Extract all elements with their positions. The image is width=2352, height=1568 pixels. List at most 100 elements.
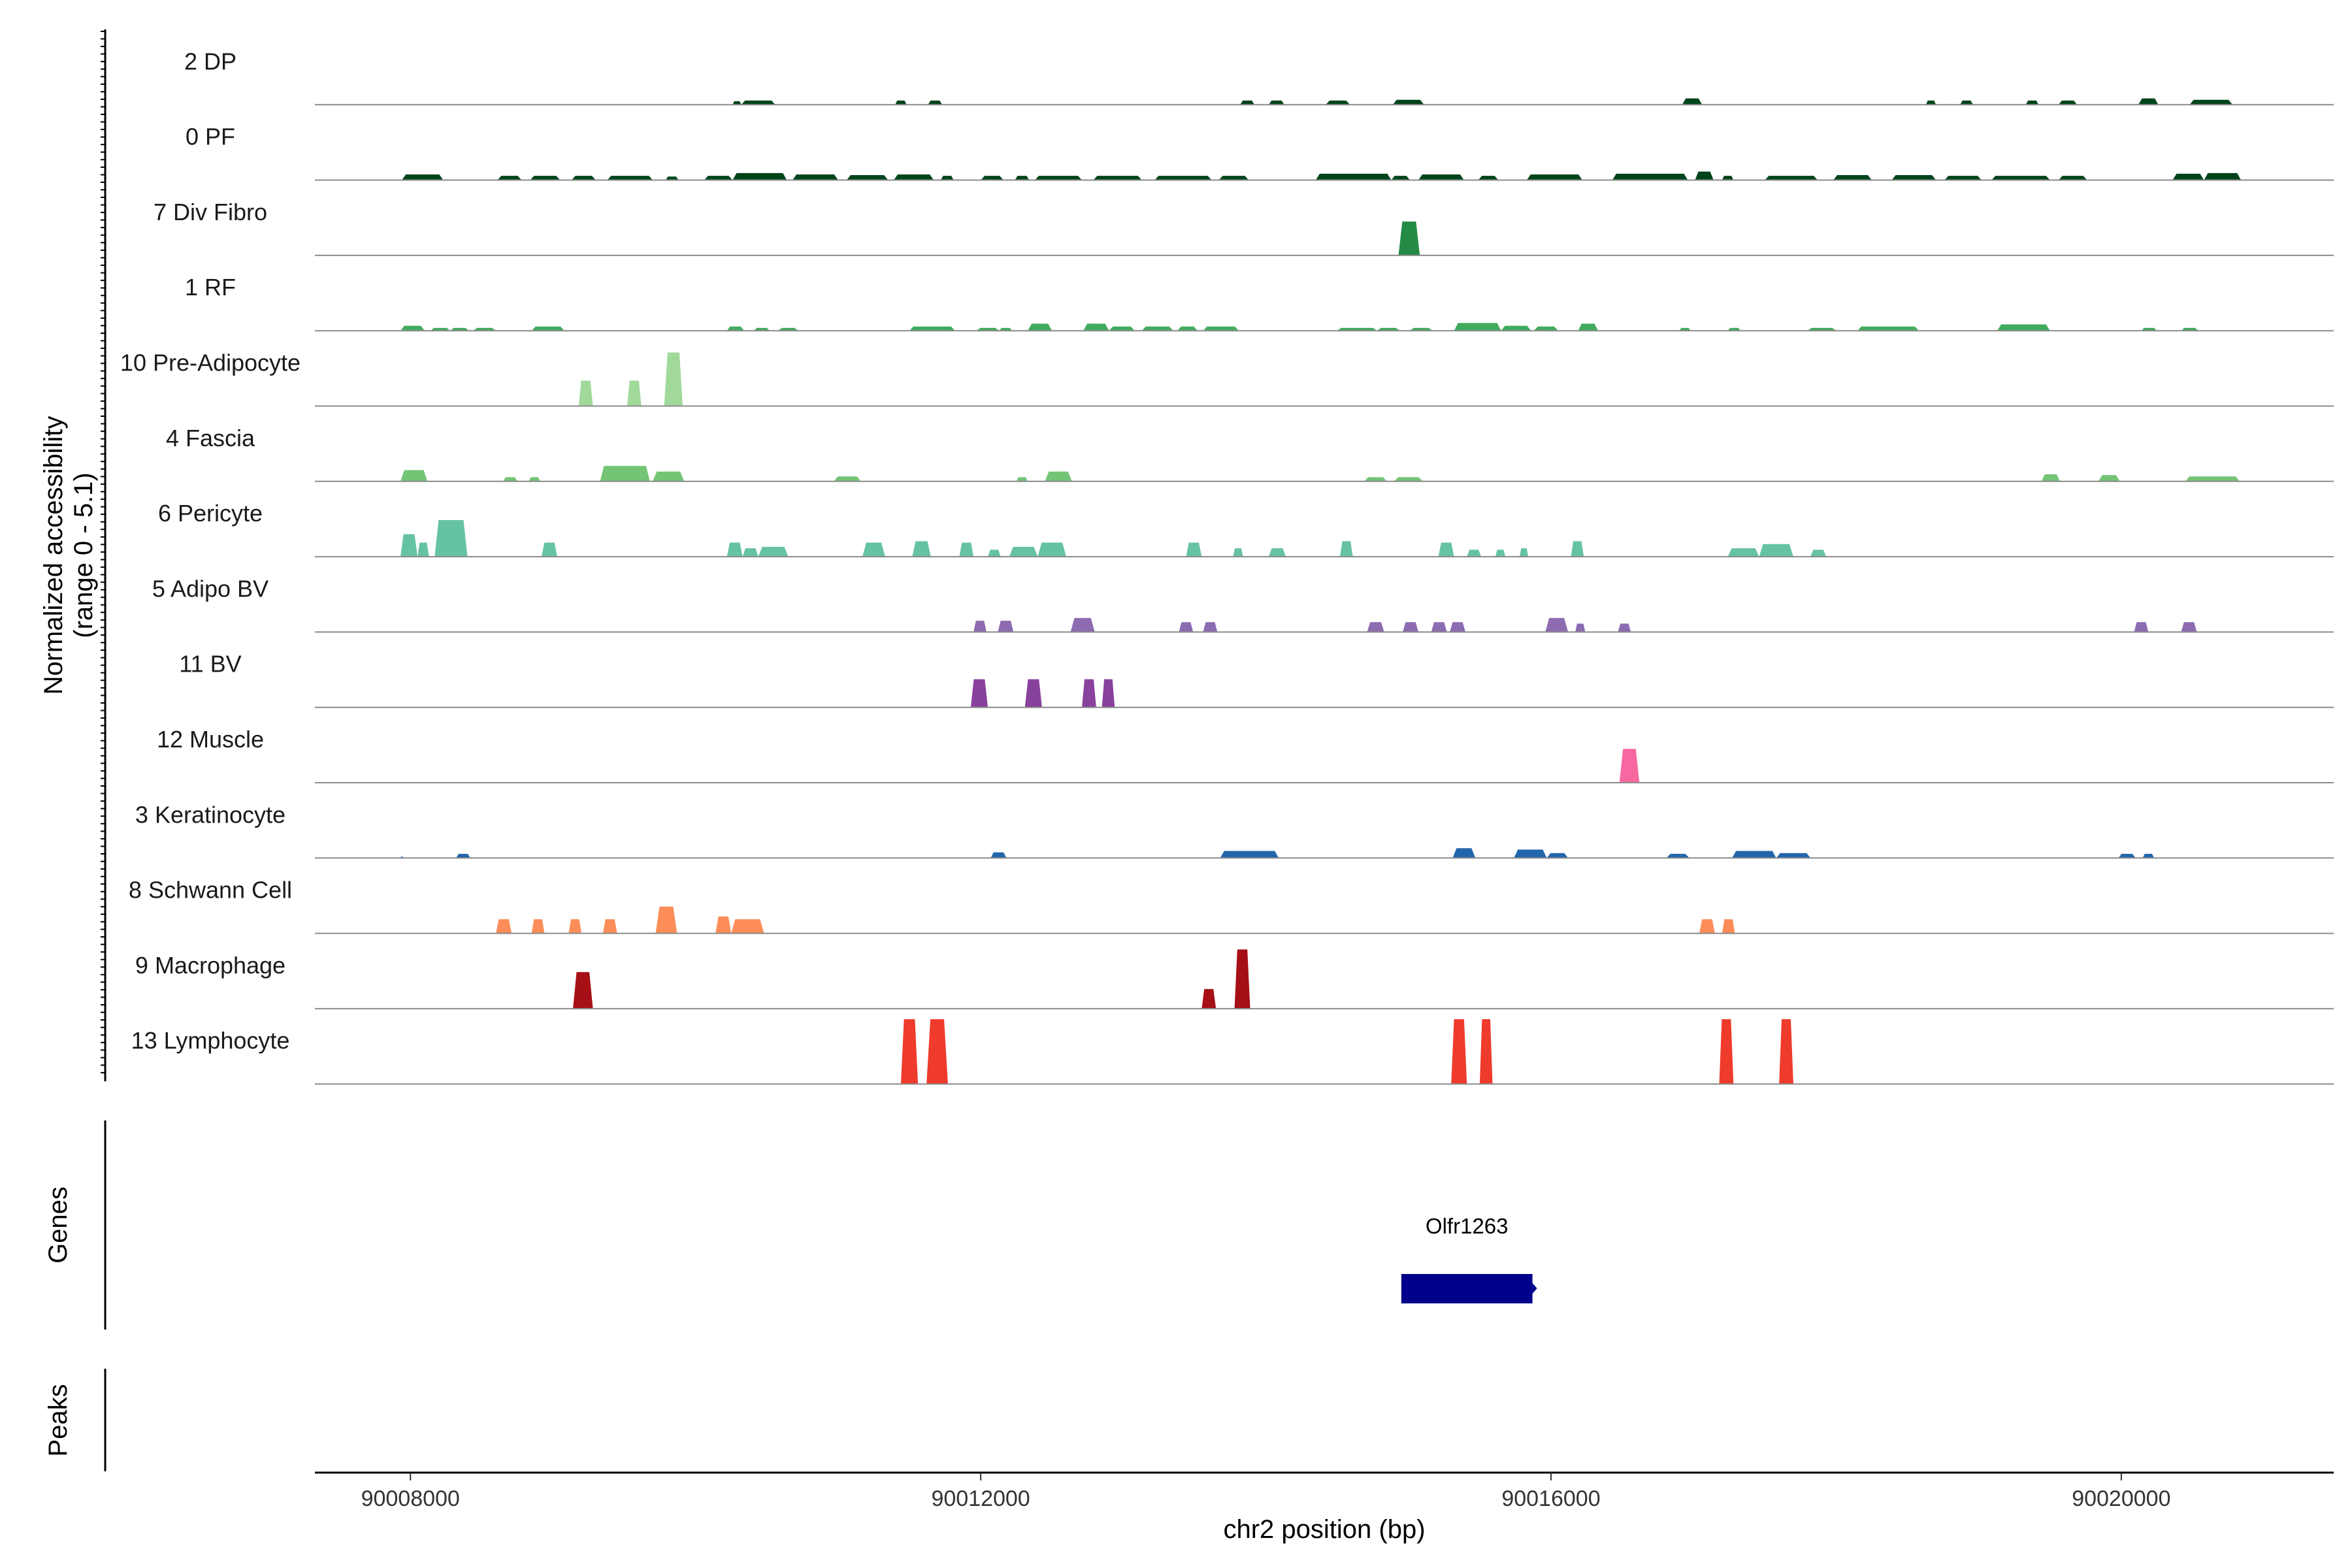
- coverage-peak: [1337, 327, 1377, 331]
- coverage-peak: [529, 477, 540, 482]
- coverage-peak: [653, 471, 685, 482]
- coverage-peak: [1037, 542, 1067, 557]
- coverage-peak: [981, 176, 1004, 180]
- coverage-peak: [1833, 175, 1872, 180]
- coverage-peak: [2134, 622, 2149, 632]
- coverage-peak: [571, 176, 596, 180]
- coverage-peak: [1438, 542, 1454, 557]
- coverage-peak: [417, 542, 429, 557]
- coverage-peak: [2181, 622, 2197, 632]
- coverage-track: 13 Lymphocyte: [131, 1019, 2334, 1085]
- x-axis-ticks: 90008000 90012000 90016000 90020000: [361, 1473, 2170, 1511]
- track-label: 4 Fascia: [166, 425, 255, 451]
- coverage-peak: [1377, 327, 1400, 331]
- coverage-peak: [893, 174, 934, 180]
- coverage-peak: [754, 327, 770, 331]
- coverage-peak: [1203, 326, 1239, 331]
- coverage-peak: [600, 466, 650, 482]
- coverage-peak: [2041, 474, 2061, 482]
- coverage-peak: [530, 176, 561, 180]
- coverage-track: 2 DP: [184, 48, 2334, 106]
- coverage-peak: [400, 534, 418, 557]
- gene-label: Olfr1263: [1426, 1214, 1509, 1238]
- peaks-track-title: Peaks: [44, 1384, 73, 1456]
- track-label: 7 Div Fibro: [154, 199, 267, 225]
- coverage-peak: [1240, 100, 1255, 105]
- coverage-peak: [732, 101, 742, 105]
- coverage-peak: [2181, 327, 2198, 331]
- coverage-peak: [2142, 853, 2155, 858]
- coverage-peak: [1203, 622, 1218, 632]
- genes-track-title: Genes: [44, 1186, 73, 1264]
- coverage-peak: [1546, 853, 1569, 858]
- coverage-peak: [665, 176, 679, 180]
- coverage-track: 8 Schwann Cell: [129, 877, 2334, 934]
- coverage-peak: [607, 176, 653, 180]
- coverage-track: 11 BV: [179, 651, 2334, 708]
- coverage-peak: [473, 327, 497, 331]
- coverage-peak: [900, 1019, 919, 1085]
- coverage-peak: [1093, 176, 1142, 180]
- coverage-peak: [1451, 1019, 1467, 1085]
- track-label: 12 Muscle: [157, 726, 264, 753]
- coverage-peak: [1418, 174, 1464, 180]
- coverage-tracks: 2 DP 0 PF 7 Div Fibro 1 RF 10 Pre-Adipocyte 4…: [120, 48, 2334, 1085]
- coverage-peak: [1699, 919, 1715, 934]
- coverage-peak: [2141, 327, 2157, 331]
- coverage-peak: [1083, 323, 1109, 331]
- gene-strand-arrow: [1532, 1283, 1537, 1294]
- coverage-peak: [1082, 679, 1096, 708]
- coverage-y-axis-title: Normalized accessibility(range 0 - 5.1): [39, 416, 98, 695]
- coverage-peak: [741, 100, 776, 105]
- coverage-peak: [732, 172, 787, 180]
- x-axis-title: chr2 position (bp): [1223, 1515, 1425, 1544]
- coverage-peak: [1857, 326, 1919, 331]
- coverage-peak: [578, 380, 593, 406]
- coverage-peak: [1501, 325, 1531, 331]
- coverage-peak: [1315, 173, 1392, 180]
- coverage-peak: [1991, 176, 2050, 180]
- coverage-peak: [1495, 549, 1506, 557]
- coverage-peak: [402, 174, 444, 180]
- coverage-peak: [1102, 679, 1115, 708]
- x-tick-label: 90012000: [931, 1486, 1030, 1511]
- coverage-peak: [1070, 617, 1095, 632]
- coverage-peak: [1452, 848, 1476, 858]
- coverage-peak: [727, 326, 744, 331]
- coverage-peak: [1467, 549, 1482, 557]
- coverage-peak: [1571, 541, 1584, 557]
- coverage-peak: [998, 621, 1014, 632]
- coverage-peak: [1722, 919, 1735, 934]
- coverage-peak: [1015, 176, 1030, 180]
- coverage-peak: [602, 919, 617, 934]
- coverage-y-axis-ticks: [101, 31, 105, 1073]
- coverage-peak: [531, 919, 545, 934]
- coverage-peak: [2189, 99, 2233, 105]
- coverage-peak: [568, 919, 582, 934]
- track-label: 5 Adipo BV: [152, 575, 269, 602]
- coverage-peak: [742, 548, 759, 557]
- coverage-peak: [1578, 323, 1598, 331]
- coverage-peak: [450, 327, 469, 331]
- gene-exon: [1401, 1274, 1533, 1303]
- coverage-peak: [1765, 176, 1818, 180]
- coverage-peak: [970, 679, 988, 708]
- coverage-peak: [1403, 622, 1419, 632]
- coverage-peak: [1776, 853, 1811, 858]
- track-label: 8 Schwann Cell: [129, 877, 292, 904]
- coverage-peak: [715, 916, 732, 934]
- coverage-peak: [1394, 477, 1423, 482]
- coverage-peak: [1727, 327, 1741, 331]
- coverage-track: 6 Pericyte: [158, 500, 2334, 558]
- coverage-peak: [1925, 100, 1936, 105]
- coverage-peak: [627, 380, 642, 406]
- coverage-peak: [1392, 99, 1424, 105]
- coverage-peak: [1891, 175, 1936, 180]
- coverage-peak: [1233, 548, 1243, 557]
- track-label: 10 Pre-Adipocyte: [120, 350, 301, 376]
- coverage-peak: [2138, 98, 2159, 105]
- coverage-peak: [1326, 100, 1350, 105]
- coverage-peak: [1391, 176, 1410, 180]
